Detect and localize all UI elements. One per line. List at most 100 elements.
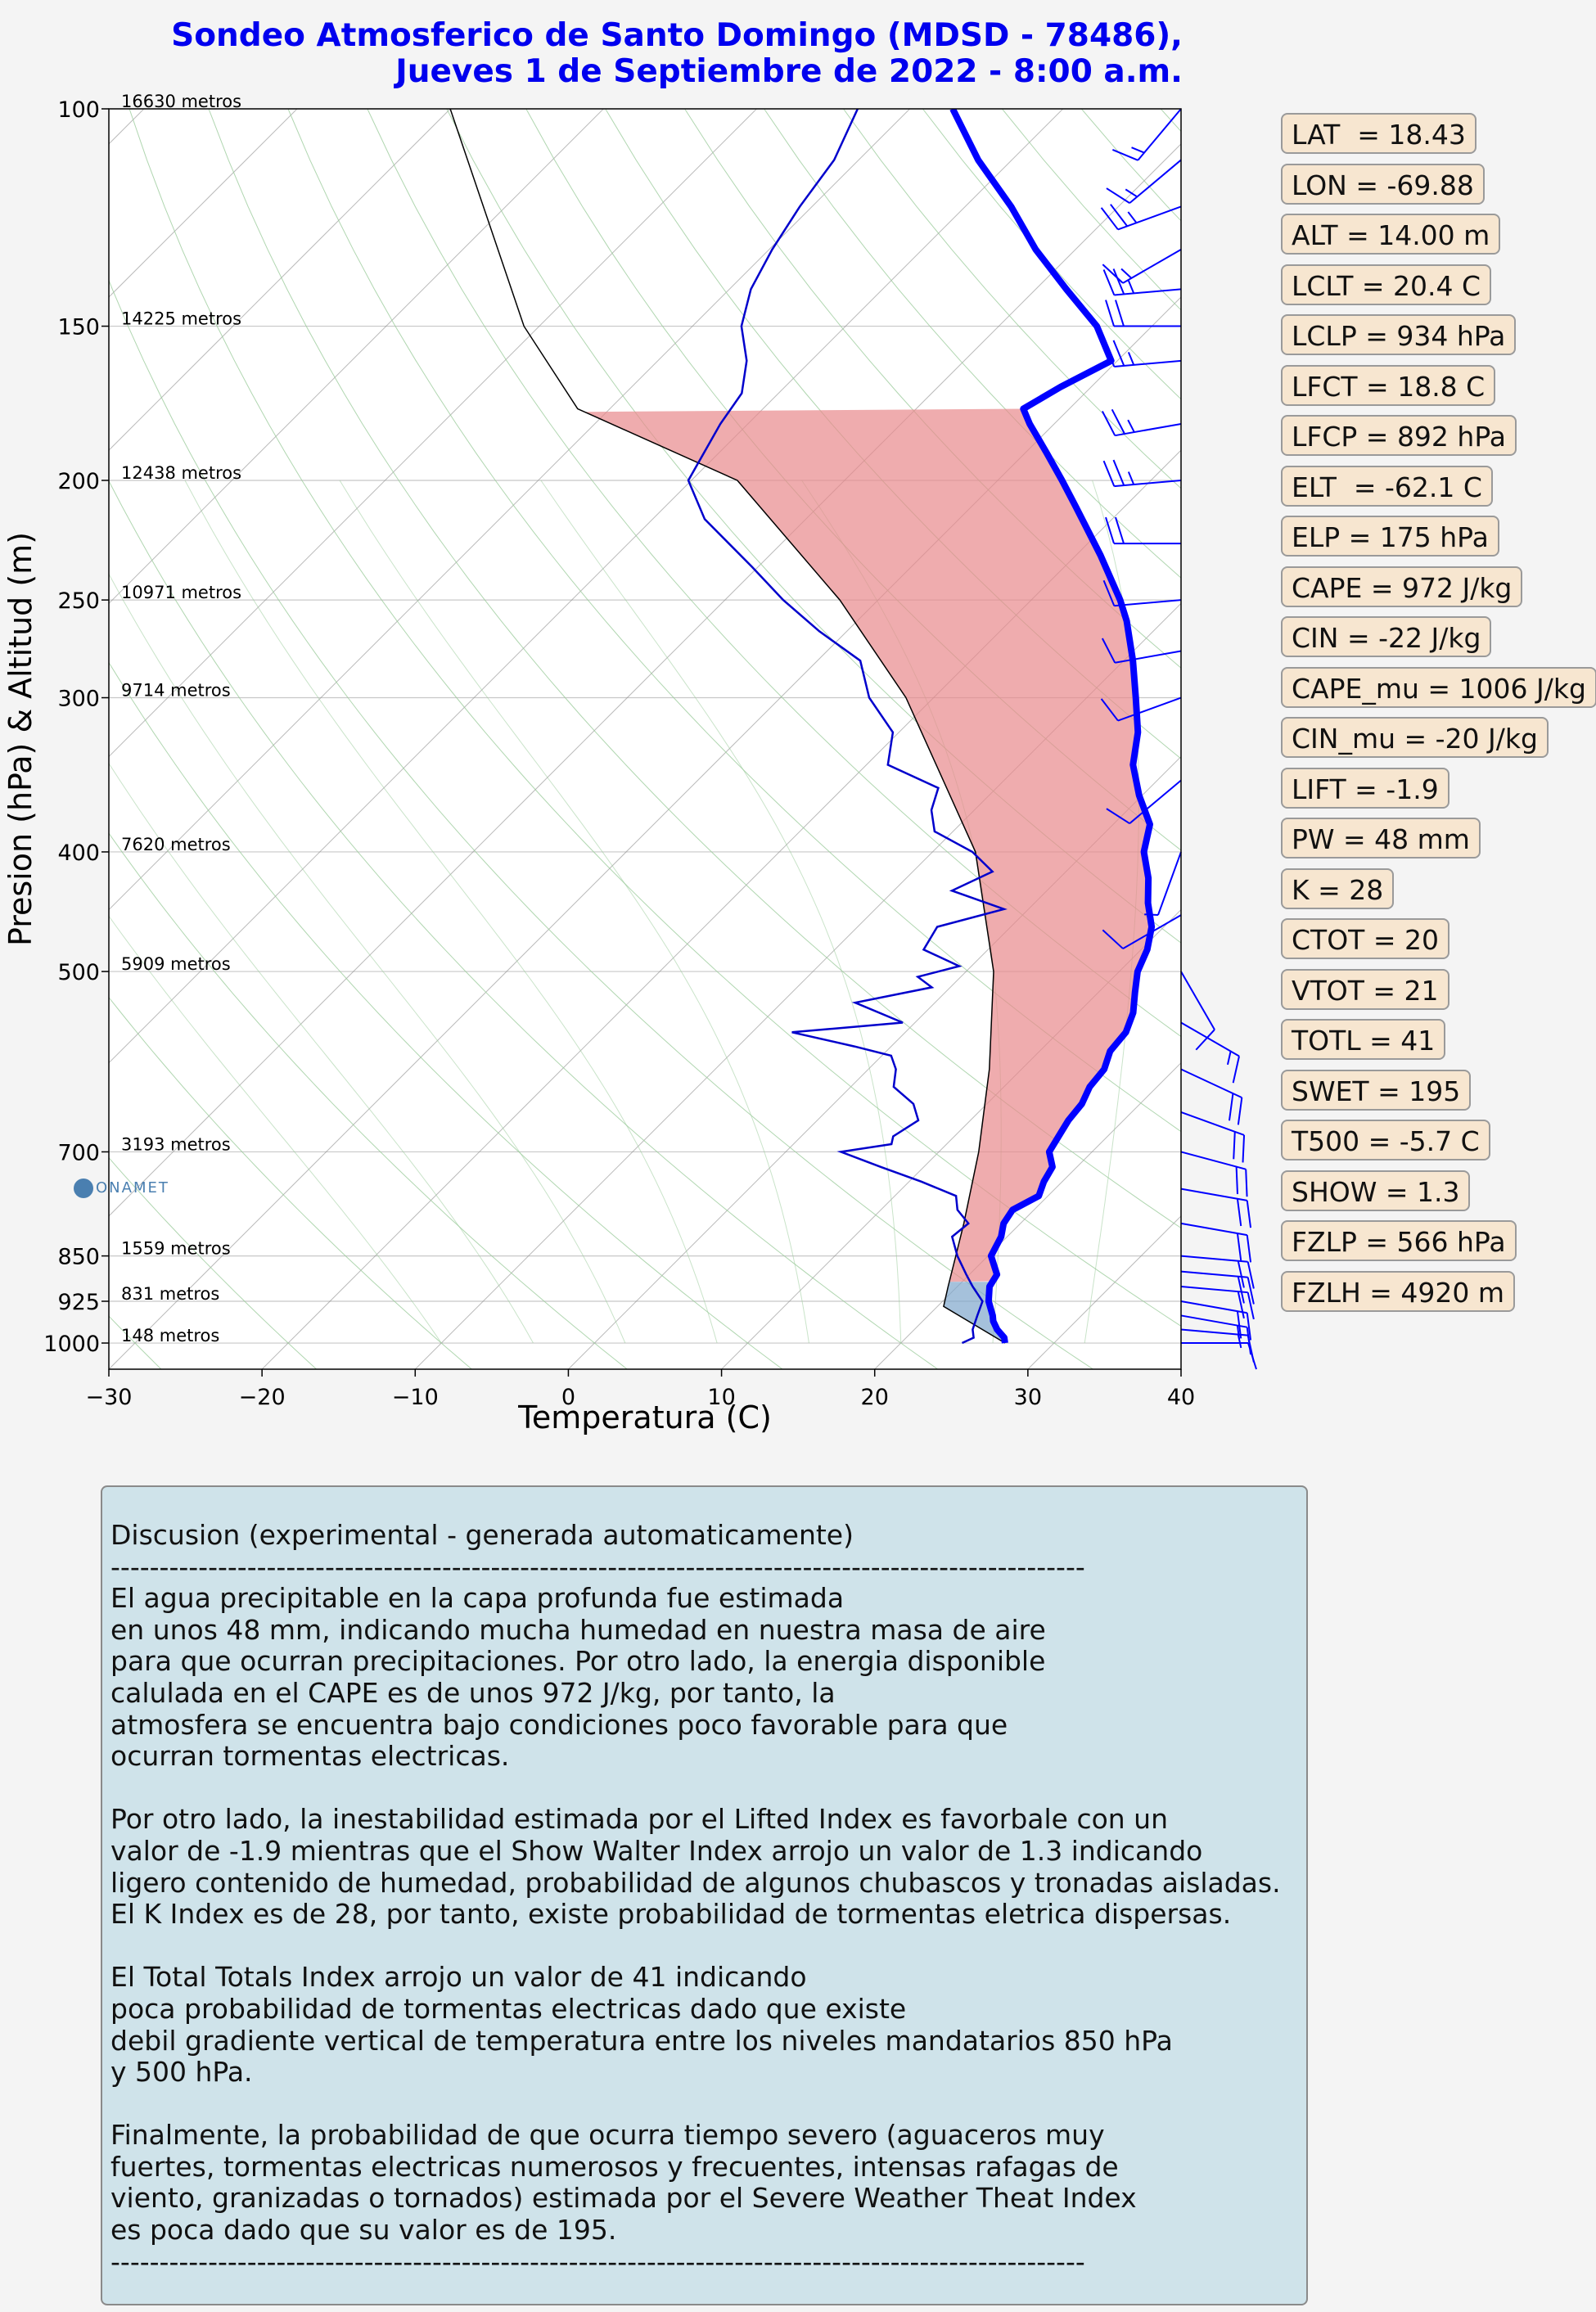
- discussion-line: y 500 hPa.: [110, 2056, 253, 2089]
- wind-barb: [1102, 248, 1182, 284]
- index-box: FZLH = 4920 m: [1281, 1270, 1516, 1312]
- profile-lines: [449, 109, 1156, 1345]
- axes: −30 −20 −10 0 10 20 30 40 100 150 200 250 300 400 500 7…: [43, 92, 1195, 1410]
- index-box: CTOT = 20: [1281, 918, 1449, 959]
- discussion-line: es poca dado que su valor es de 195.: [110, 2214, 617, 2247]
- dry-adiabat-line: [446, 109, 1181, 944]
- discussion-line: El K Index es de 28, por tanto, existe p…: [110, 1898, 1232, 1931]
- x-tick-label: −10: [392, 1385, 439, 1410]
- shaded-areas: [584, 408, 1152, 1343]
- wind-barb: [1102, 459, 1182, 488]
- title-line-2: Jueves 1 de Septiembre de 2022 - 8:00 a.…: [395, 53, 1183, 90]
- isotherm-line: [109, 143, 1181, 1217]
- wind-barbs: [1100, 108, 1257, 1370]
- wind-barb: [1101, 638, 1182, 664]
- index-box: LFCP = 892 hPa: [1281, 415, 1517, 456]
- wind-barb: [1180, 1068, 1243, 1125]
- index-box: ALT = 14.00 m: [1281, 214, 1501, 255]
- discussion-line: para que ocurran precipitaciones. Por ot…: [110, 1645, 1046, 1678]
- height-label: 5909 metros: [121, 954, 231, 974]
- index-box: LCLP = 934 hPa: [1281, 314, 1517, 355]
- index-box: LON = -69.88: [1281, 163, 1485, 205]
- y-tick-label: 850: [57, 1245, 100, 1270]
- wind-barb: [1106, 779, 1182, 825]
- wind-barb: [1102, 914, 1182, 949]
- wind-barb: [1105, 300, 1181, 327]
- wind-barb: [1180, 1300, 1252, 1341]
- onamet-logo: ONAMET: [74, 1179, 169, 1198]
- wind-barb: [1102, 268, 1182, 296]
- wind-barb: [1102, 340, 1182, 367]
- moist-adiabat-line: [109, 762, 534, 1344]
- discussion-line: [110, 1773, 1298, 1805]
- isotherm-line: [109, 296, 1181, 1369]
- y-tick-label: 100: [57, 97, 100, 123]
- skewt-chart: −30 −20 −10 0 10 20 30 40 100 150 200 250 300 400 500 7…: [2, 92, 1257, 1435]
- parcel-profile-line: [449, 109, 1006, 1344]
- cape-area: [584, 408, 1152, 1282]
- height-label: 7620 metros: [121, 835, 231, 854]
- y-tick-label: 500: [57, 960, 100, 985]
- discussion-line: poca probabilidad de tormentas electrica…: [110, 1992, 907, 2025]
- moist-adiabat-line: [109, 915, 442, 1344]
- discussion-line: atmosfera se encuentra bajo condiciones …: [110, 1708, 1008, 1741]
- dry-adiabat-line: [367, 109, 1181, 1038]
- discussion-line: valor de -1.9 mientras que el Show Walte…: [110, 1834, 1203, 1867]
- isotherm-line: [109, 109, 604, 604]
- moist-adiabat-line: [184, 480, 718, 1344]
- moist-adiabat-line: [109, 573, 626, 1344]
- wind-barb: [1180, 971, 1215, 1051]
- index-box: LFCT = 18.8 C: [1281, 364, 1496, 406]
- wind-barb: [1180, 1151, 1248, 1197]
- discussion-line: fuertes, tormentas electricas numerosos …: [110, 2150, 1119, 2183]
- dry-adiabat-line: [109, 1156, 317, 1369]
- index-box: SHOW = 1.3: [1281, 1170, 1471, 1211]
- y-tick-label: 300: [57, 687, 100, 712]
- discussion-line: [110, 1931, 1298, 1963]
- y-tick-label: 200: [57, 469, 100, 494]
- discussion-title: Discusion (experimental - generada autom…: [110, 1519, 854, 1551]
- height-label: 831 metros: [121, 1284, 219, 1304]
- index-box: CAPE = 972 J/kg: [1281, 566, 1523, 607]
- wind-barb: [1180, 1222, 1252, 1263]
- height-label: 3193 metros: [121, 1134, 231, 1154]
- isotherm-line: [109, 109, 1064, 1064]
- y-tick-label: 925: [57, 1290, 100, 1315]
- x-tick-label: 10: [707, 1385, 735, 1410]
- discussion-line: ocurran tormentas electricas.: [110, 1740, 510, 1773]
- index-box: K = 28: [1281, 868, 1395, 909]
- height-label: 1559 metros: [121, 1239, 231, 1259]
- wind-barb: [1180, 1270, 1255, 1305]
- moist-adiabat-line: [540, 480, 902, 1344]
- wind-barb: [1180, 1111, 1246, 1163]
- height-label: 10971 metros: [121, 583, 241, 602]
- x-tick-label: −30: [86, 1385, 133, 1410]
- plot-frame: [108, 108, 1182, 1370]
- moist-adiabat-line: [1084, 480, 1139, 1344]
- dry-adiabat-line: [109, 480, 938, 1369]
- isotherm-line: [568, 755, 1181, 1369]
- wind-barb: [1111, 108, 1182, 161]
- y-tick-label: 250: [57, 588, 100, 614]
- isotherm-line: [721, 908, 1181, 1369]
- discussion-box: Discusion (experimental - generada autom…: [101, 1485, 1308, 2305]
- wind-barb: [1100, 696, 1182, 722]
- x-tick-label: −20: [239, 1385, 286, 1410]
- index-box: T500 = -5.7 C: [1281, 1120, 1490, 1161]
- discussion-line: El agua precipitable en la capa profunda…: [110, 1582, 845, 1615]
- index-box: TOTL = 41: [1281, 1019, 1446, 1060]
- moist-adiabat-line: [339, 480, 809, 1344]
- index-box: CAPE_mu = 1006 J/kg: [1281, 666, 1596, 708]
- wind-barb: [1101, 408, 1182, 437]
- dewpoint-profile-line: [687, 109, 1008, 1345]
- wind-barb: [1102, 579, 1182, 607]
- chart-title: Sondeo Atmosferico de Santo Domingo (MDS…: [98, 18, 1183, 90]
- discussion-line: [110, 2089, 1298, 2120]
- discussion-line: ----------------------------------------…: [110, 2245, 1085, 2278]
- dry-adiabat-line: [109, 661, 783, 1369]
- cin-area: [943, 1282, 1005, 1343]
- discussion-line: en unos 48 mm, indicando mucha humedad e…: [110, 1613, 1046, 1646]
- wind-barb: [1180, 1314, 1252, 1355]
- wind-barb: [1180, 1021, 1240, 1084]
- discussion-line: ligero contenido de humedad, probabilida…: [110, 1866, 1281, 1899]
